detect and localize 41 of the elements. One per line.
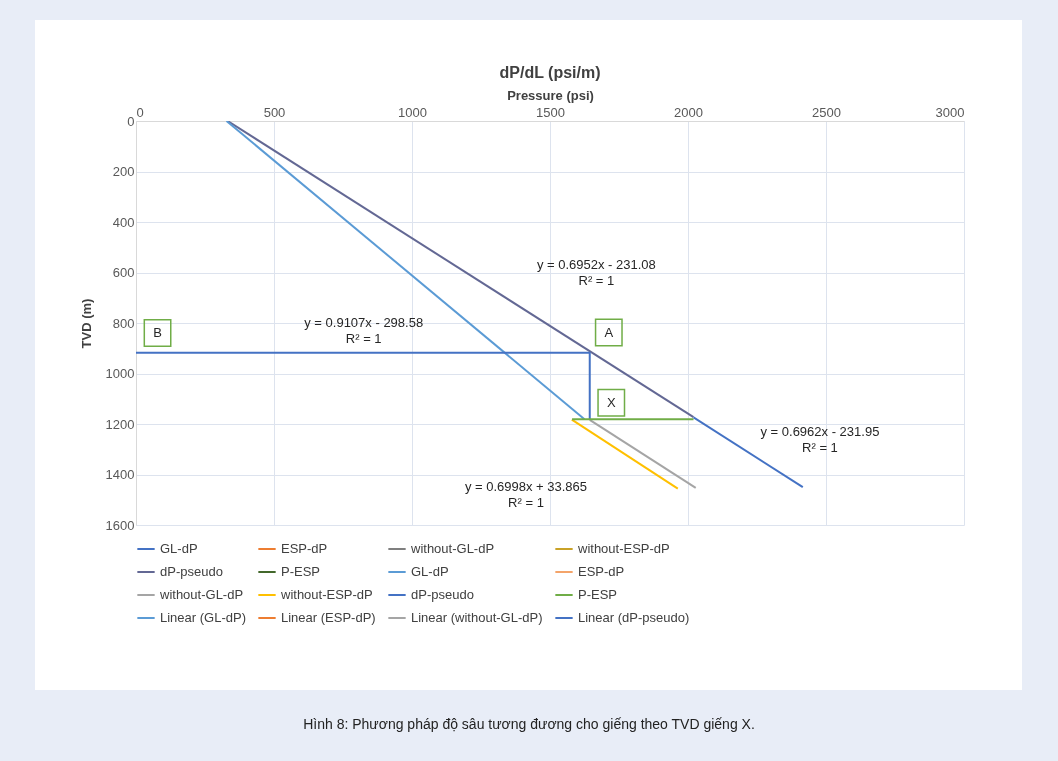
annotation: X [606,394,616,410]
legend-label: dP-pseudo [160,564,223,579]
y-tick-label: 1400 [105,467,135,482]
legend-label: without-GL-dP [410,541,495,556]
x-tick-label: 2500 [812,104,841,120]
y-axis-title: TVD (m) [78,298,94,349]
chart-title: dP/dL (psi/m) [499,64,601,81]
annotation: y = 0.6962x - 231.95 R² = 1 [760,424,880,456]
y-tick-label: 1600 [105,517,135,533]
annotation: B [153,325,162,341]
x-tick-label: 3000 [935,104,965,120]
annotation: y = 0.9107x - 298.58 R² = 1 [304,315,424,346]
legend-label: Linear (ESP-dP) [281,610,376,625]
legend-label: ESP-dP [281,541,328,556]
text: Hình 8: Phương pháp độ sâu tương đương cho giếng theo TVD giếng X. [302,716,756,732]
y-tick-label: 200 [112,164,135,179]
legend-label: Linear (dP-pseudo) [578,610,690,625]
legend-label: Linear (without-GL-dP) [411,610,543,625]
legend-label: without-ESP-dP [280,587,373,602]
legend-label: GL-dP [411,564,449,579]
legend-label: dP-pseudo [411,587,474,602]
x-tick-label: 1000 [398,104,427,120]
y-tick-label: 400 [112,214,135,230]
legend-label: P-ESP [578,587,618,602]
y-tick-label: 800 [112,315,135,331]
legend-label: Linear (GL-dP) [160,610,246,625]
x-axis-title: Pressure (psi) [507,87,594,103]
legend-label: without-ESP-dP [577,541,670,556]
annotation: y = 0.6998x + 33.865 R² = 1 [464,479,588,511]
legend-label: without-GL-dP [159,587,244,602]
x-tick-label: 2000 [674,104,703,120]
x-tick-label: 1500 [536,104,565,120]
y-tick-label: 600 [112,265,135,280]
legend-label: ESP-dP [578,564,625,579]
annotation: y = 0.6952x - 231.08 R² = 1 [536,256,656,288]
legend-label: GL-dP [160,541,198,556]
y-tick-label: 1000 [105,366,135,381]
legend-label: P-ESP [281,564,321,579]
x-tick-label: 500 [263,104,286,120]
y-tick-label: 1200 [105,416,135,432]
annotation: A [604,324,614,340]
